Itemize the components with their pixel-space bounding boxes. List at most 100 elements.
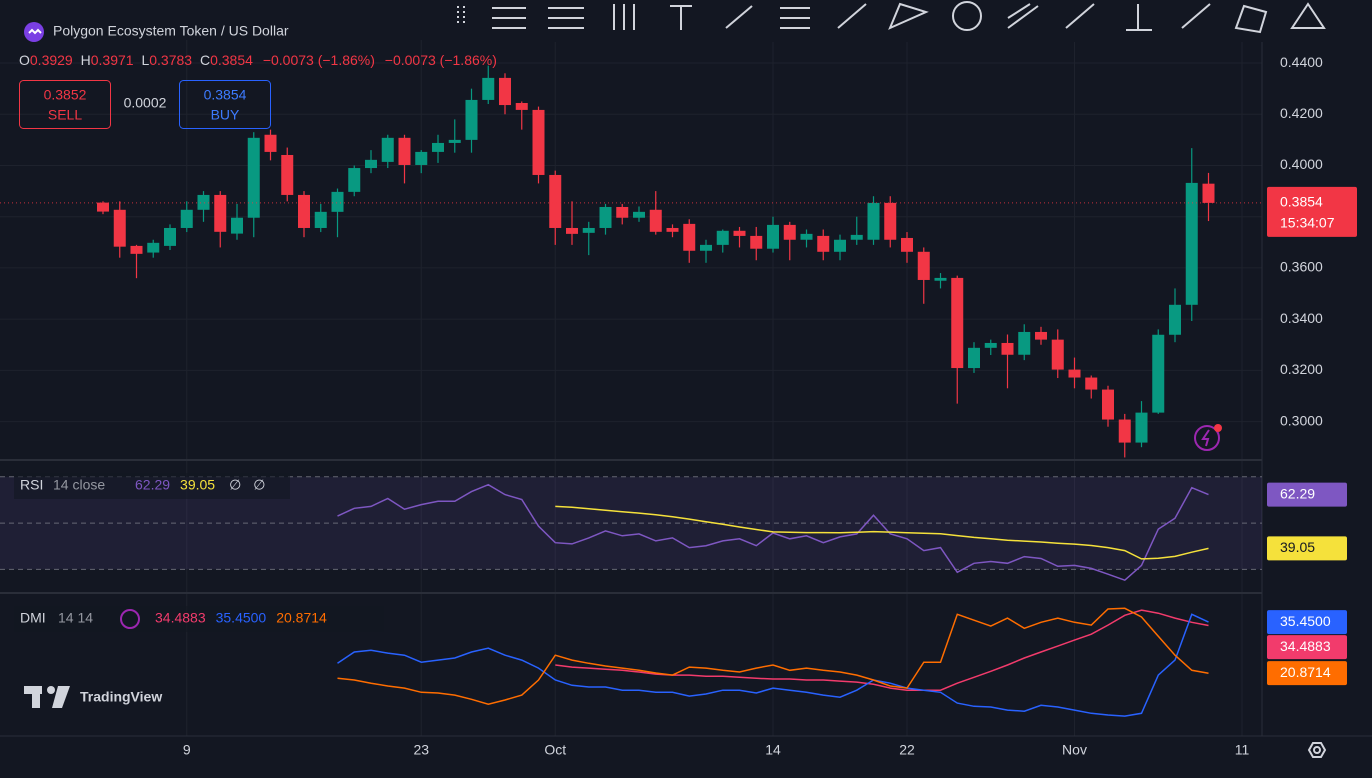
ohlc-label: O xyxy=(19,52,30,68)
candle-body xyxy=(1035,331,1047,340)
tool-icon[interactable] xyxy=(1181,3,1211,29)
candle-body xyxy=(984,342,997,348)
candle-body xyxy=(164,227,176,246)
settings-icon[interactable] xyxy=(1307,742,1327,758)
candle-body xyxy=(884,202,897,240)
candle-body xyxy=(549,174,562,228)
indicator-title: RSI xyxy=(20,477,43,493)
candle-body xyxy=(666,227,679,232)
value-box xyxy=(1267,635,1347,660)
candle-body xyxy=(97,202,109,212)
tool-icon[interactable] xyxy=(492,7,526,29)
candle-body xyxy=(733,230,746,236)
candle-body xyxy=(917,251,930,280)
candle-body xyxy=(750,235,763,249)
ohlc-value: 0.3854 xyxy=(210,52,253,68)
candle-body xyxy=(432,142,444,152)
candle-body xyxy=(1202,183,1215,203)
value-box xyxy=(1267,661,1347,686)
settings-icon[interactable] xyxy=(1313,746,1321,754)
tool-icon[interactable] xyxy=(1007,3,1039,29)
candle-body xyxy=(331,191,344,212)
series-line xyxy=(337,613,1209,717)
buy-button[interactable] xyxy=(179,80,271,129)
candle-body xyxy=(901,237,913,252)
legend-extra: ∅ xyxy=(229,477,241,493)
indicator-params: 14 14 xyxy=(58,610,93,626)
tool-icon[interactable] xyxy=(1290,2,1326,29)
y-tick-label: 0.4200 xyxy=(1280,105,1323,121)
candle-body xyxy=(566,227,578,234)
y-tick-label: 0.3000 xyxy=(1280,412,1323,428)
candle-body xyxy=(599,206,612,228)
tool-icon[interactable] xyxy=(670,5,692,30)
tool-icon[interactable] xyxy=(725,5,753,29)
value-box xyxy=(1267,536,1347,561)
candle-body xyxy=(499,77,511,106)
tool-icon[interactable] xyxy=(837,3,867,29)
tool-icon[interactable] xyxy=(888,2,929,30)
candle-body xyxy=(515,103,528,110)
x-tick-label: Oct xyxy=(544,742,566,758)
candle-body xyxy=(1185,182,1198,305)
tool-icon[interactable] xyxy=(1065,3,1095,29)
tool-icon[interactable] xyxy=(952,1,982,31)
alert-icon[interactable] xyxy=(1194,425,1220,451)
tool-icon[interactable] xyxy=(548,7,584,29)
tool-icon[interactable] xyxy=(780,7,810,29)
candle-body xyxy=(951,277,964,369)
candle-body xyxy=(968,347,980,369)
candle-body xyxy=(582,227,595,233)
change: −0.0073 (−1.86%) xyxy=(385,52,497,68)
candle-body xyxy=(1118,419,1131,443)
alert-icon[interactable] xyxy=(1201,429,1210,447)
series-line xyxy=(337,483,1209,582)
change: −0.0073 (−1.86%) xyxy=(263,52,375,68)
indicator-params: 14 close xyxy=(53,477,105,493)
candle-body xyxy=(800,233,813,240)
y-tick-label: 0.4000 xyxy=(1280,156,1323,172)
ohlc-legend: O0.3929 H0.3971 L0.3783 C0.3854 −0.0073 … xyxy=(19,52,497,68)
legend-value: 62.29 xyxy=(135,477,170,493)
candle-body xyxy=(113,209,126,247)
candle-body xyxy=(1001,342,1014,355)
candle-body xyxy=(1152,334,1165,413)
y-tick-label: 0.4400 xyxy=(1280,54,1323,70)
countdown: 15:34:07 xyxy=(1280,215,1335,231)
candle-body xyxy=(817,235,830,252)
candle-body xyxy=(850,234,863,240)
coin-icon xyxy=(28,28,42,35)
candle-body xyxy=(1018,331,1031,355)
tool-icon[interactable] xyxy=(1234,4,1268,34)
value-box-label: 34.4883 xyxy=(1280,638,1331,654)
candle-body xyxy=(281,154,294,195)
candle-body xyxy=(1102,389,1114,420)
x-tick-label: 22 xyxy=(899,742,915,758)
logo xyxy=(32,686,40,708)
ohlc-label: L xyxy=(141,52,149,68)
ohlc-label: C xyxy=(200,52,210,68)
candle-body xyxy=(197,194,210,210)
candle-body xyxy=(783,224,796,240)
legend-icon xyxy=(120,609,140,629)
tool-icon[interactable] xyxy=(613,4,635,30)
candle-body xyxy=(649,209,662,232)
candle-body xyxy=(716,230,729,245)
last-price-label: 0.3854 xyxy=(1280,194,1323,210)
value-box-label: 62.29 xyxy=(1280,485,1315,501)
candle-body xyxy=(482,77,495,100)
candle-body xyxy=(348,168,361,192)
tool-icon[interactable] xyxy=(1126,4,1152,31)
buy-label: BUY xyxy=(211,107,240,123)
candle-body xyxy=(214,194,227,232)
last-price-box xyxy=(1267,186,1357,237)
buy-price: 0.3854 xyxy=(204,87,247,103)
candle-body xyxy=(398,137,411,165)
candle-body xyxy=(231,217,243,234)
candle-body xyxy=(633,211,645,218)
candle-body xyxy=(365,159,377,169)
candle-body xyxy=(1051,339,1064,370)
legend-value: 35.4500 xyxy=(216,610,267,626)
sell-button[interactable] xyxy=(19,80,111,129)
